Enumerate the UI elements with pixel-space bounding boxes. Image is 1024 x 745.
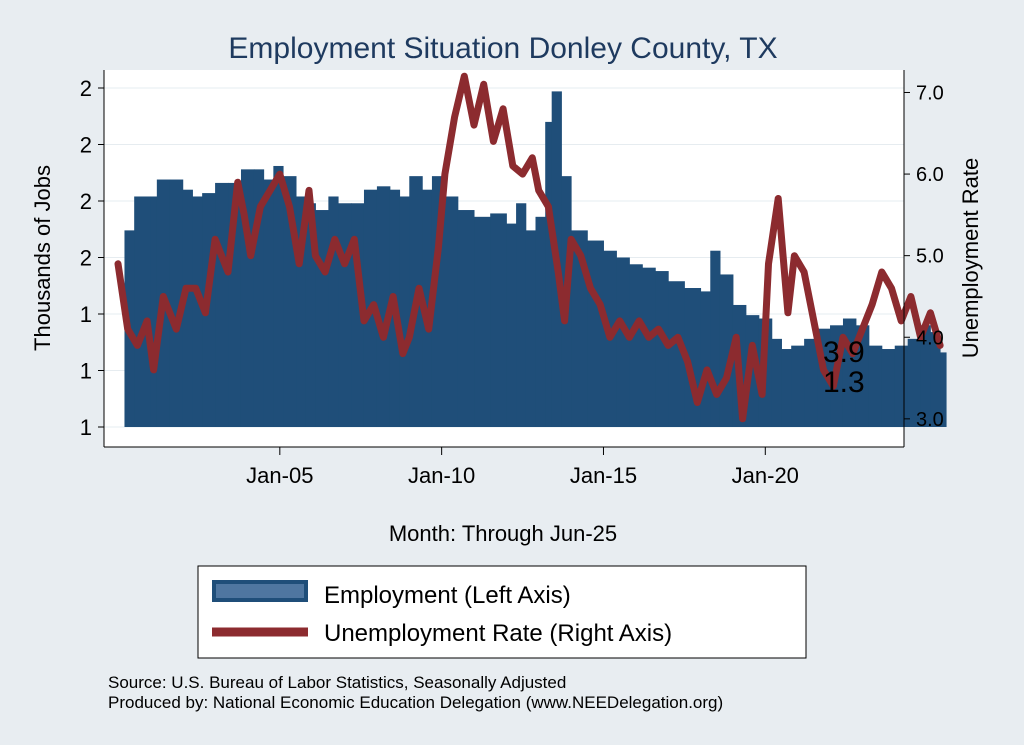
employment-bar	[804, 338, 818, 427]
employment-bar	[215, 182, 229, 427]
legend-swatch-employment-inner	[216, 584, 304, 598]
employment-bar	[525, 230, 537, 427]
x-tick-label: Jan-05	[246, 463, 313, 488]
legend: Employment (Left Axis) Unemployment Rate…	[197, 565, 807, 659]
employment-bar	[192, 196, 203, 427]
employment-bar	[745, 315, 760, 427]
employment-bar	[516, 203, 527, 427]
employment-bar	[535, 216, 546, 427]
employment-bar	[296, 196, 307, 427]
employment-bar	[457, 210, 475, 427]
unemployment-line	[114, 72, 944, 423]
y-right-tick-label: 4.0	[916, 327, 944, 349]
unemployment-line-group	[114, 72, 944, 423]
employment-bar	[253, 169, 265, 428]
employment-bar	[305, 203, 316, 427]
y-left-tick-label: 2	[80, 189, 92, 214]
employment-bar	[399, 196, 410, 427]
employment-bar	[710, 250, 721, 427]
y-right-tick-label: 6.0	[916, 164, 944, 186]
employment-bar	[781, 349, 792, 427]
y-axis-left-label: Thousands of Jobs	[30, 165, 55, 351]
employment-bar	[376, 186, 391, 427]
legend-label-employment: Employment (Left Axis)	[324, 582, 571, 609]
y-right-tick-label: 3.0	[916, 409, 944, 431]
x-tick-label: Jan-20	[732, 463, 799, 488]
employment-bar	[506, 223, 517, 427]
employment-bar	[150, 196, 158, 427]
employment-bar	[441, 196, 459, 427]
y-right-tick-label: 5.0	[916, 246, 944, 268]
source-line: Source: U.S. Bureau of Labor Statistics,…	[108, 673, 567, 692]
y-left-tick-label: 1	[80, 359, 92, 384]
employment-bar	[134, 196, 151, 427]
employment-bar	[490, 213, 507, 427]
employment-bar	[338, 203, 352, 427]
y-left-tick-label: 1	[80, 302, 92, 327]
y-axis-right-label: Unemployment Rate	[958, 158, 983, 359]
chart-title: Employment Situation Donley County, TX	[228, 32, 777, 65]
employment-bar	[642, 267, 656, 427]
employment-bar	[263, 179, 274, 427]
y-left-tick-label: 2	[80, 246, 92, 271]
employment-end-label: 1.3	[823, 366, 865, 399]
employment-bar	[907, 338, 922, 427]
employment-bar	[431, 176, 443, 427]
unemployment-end-label: 3.9	[823, 336, 865, 369]
employment-bar	[700, 291, 711, 427]
employment-bar	[655, 271, 669, 427]
employment-bar	[771, 338, 782, 427]
employment-bar	[894, 345, 909, 427]
employment-bar	[668, 281, 685, 427]
legend-label-unemployment: Unemployment Rate (Right Axis)	[324, 620, 672, 647]
employment-bar	[940, 352, 947, 427]
y-left-tick-label: 2	[80, 133, 92, 158]
tick-labels: 1 1 1 2 2 2 2 3.0 4.0 5.0 6.0 7.0 Jan-05 Jan-10 Jan-15…	[80, 76, 944, 488]
employment-bar	[182, 189, 193, 427]
employment-bar	[791, 345, 805, 427]
employment-bar	[868, 345, 883, 427]
x-tick-label: Jan-10	[408, 463, 475, 488]
employment-bar	[169, 179, 184, 427]
axes	[98, 70, 910, 455]
employment-bar	[474, 216, 491, 427]
y-right-tick-label: 7.0	[916, 82, 944, 104]
employment-bar	[545, 121, 553, 428]
y-left-tick-label: 1	[80, 415, 92, 440]
x-tick-label: Jan-15	[570, 463, 637, 488]
employment-bar	[855, 325, 870, 427]
y-left-tick-label: 2	[80, 76, 92, 101]
employment-bar	[616, 257, 630, 427]
employment-bar	[328, 196, 339, 427]
x-axis-label: Month: Through Jun-25	[389, 521, 617, 546]
employment-bar	[930, 332, 941, 427]
employment-bar	[587, 240, 604, 427]
employment-bar	[881, 349, 896, 427]
employment-bar	[629, 264, 643, 427]
employment-bar	[920, 325, 931, 427]
employment-bar	[273, 165, 284, 427]
producer-line: Produced by: National Economic Education…	[108, 693, 724, 712]
employment-bar	[571, 230, 588, 427]
